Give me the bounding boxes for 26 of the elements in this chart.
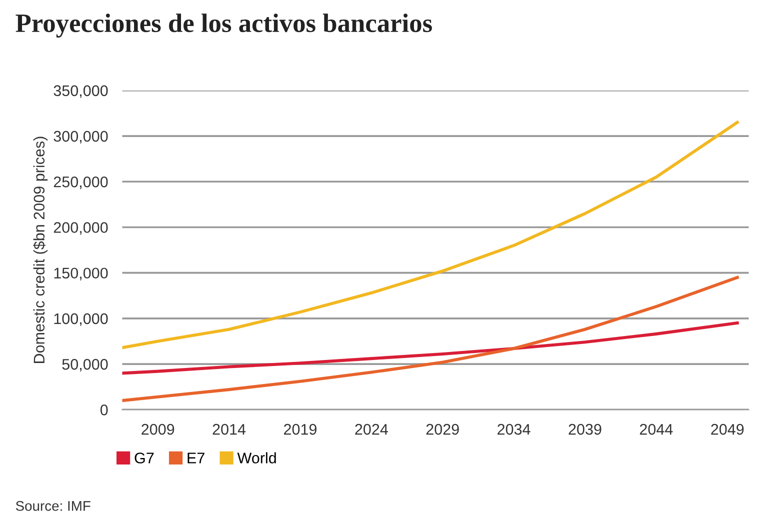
line-series — [122, 276, 739, 402]
line-series — [122, 321, 739, 375]
legend-label: G7 — [134, 452, 154, 464]
x-tick-label: 2019 — [284, 424, 316, 435]
y-tick-label: 50,000 — [62, 358, 108, 372]
x-tick-label: 2009 — [142, 424, 174, 435]
x-tick-label: 2049 — [711, 424, 744, 435]
x-tick-label: 2014 — [212, 424, 246, 435]
x-tick-label: 2034 — [498, 424, 530, 435]
y-tick-label: 100,000 — [54, 313, 108, 326]
chart-title: Proyecciones de los activos bancarios — [16, 14, 432, 38]
legend-label: E7 — [188, 452, 204, 464]
line-series — [122, 120, 739, 350]
source-note: Source: IMF — [16, 501, 90, 511]
y-tick-label: 150,000 — [54, 268, 108, 280]
y-tick-label: 0 — [100, 404, 108, 416]
y-tick-label: 300,000 — [54, 130, 108, 144]
y-tick-label: 350,000 — [54, 85, 108, 98]
x-tick-label: 2039 — [568, 424, 602, 435]
y-tick-label: 200,000 — [54, 222, 108, 235]
legend-label: World — [237, 452, 276, 464]
x-tick-label: 2029 — [426, 424, 459, 435]
y-axis-title: Domestic credit ($bn 2009 prices) — [33, 136, 48, 363]
y-tick-label: 250,000 — [54, 176, 108, 190]
x-tick-label: 2024 — [355, 424, 388, 435]
x-tick-label: 2044 — [640, 424, 673, 435]
